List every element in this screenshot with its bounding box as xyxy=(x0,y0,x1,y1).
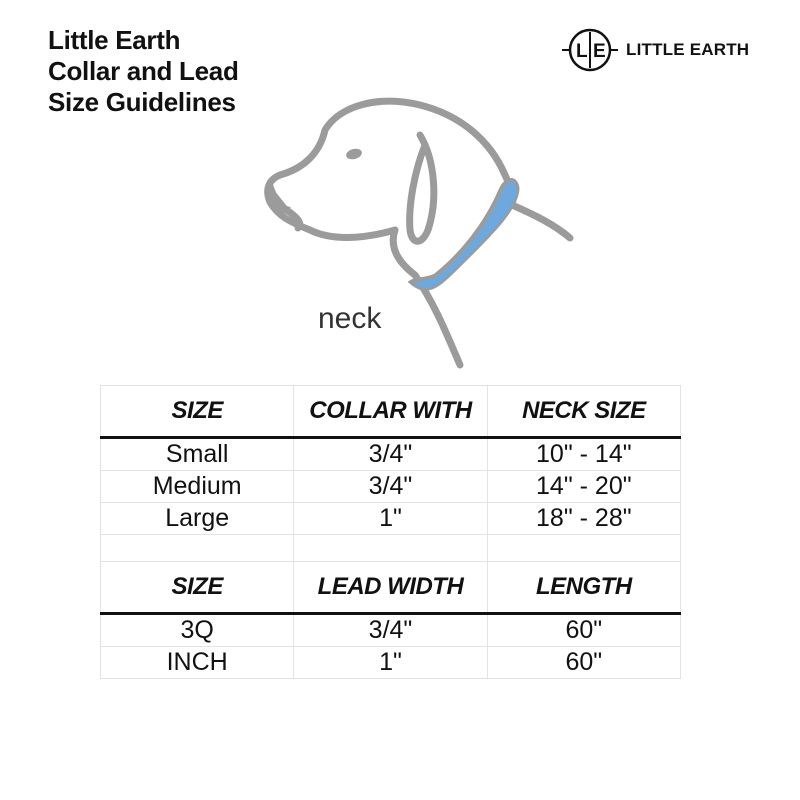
table-row: Small 3/4" 10" - 14" xyxy=(99,437,682,471)
spacer-row xyxy=(99,534,682,562)
dog-illustration xyxy=(264,97,574,369)
table-row: Medium 3/4" 14" - 20" xyxy=(99,470,682,503)
table-cell: 14" - 20" xyxy=(486,470,682,503)
table-cell: 18" - 28" xyxy=(486,502,682,535)
page-title: Little Earth Collar and Lead Size Guidel… xyxy=(48,25,239,118)
table-cell: Medium xyxy=(99,470,295,503)
collar-highlight xyxy=(407,178,520,291)
table-cell: 3/4" xyxy=(293,613,488,647)
table-cell: 10" - 14" xyxy=(486,437,682,471)
size-table: SIZE COLLAR WITH NECK SIZE Small 3/4" 10… xyxy=(99,385,682,679)
table-cell: 3Q xyxy=(99,613,295,647)
table-row: Large 1" 18" - 28" xyxy=(99,502,682,535)
neck-label: neck xyxy=(318,302,382,335)
title-line: Collar and Lead xyxy=(48,56,239,86)
logo-monogram-icon: L E xyxy=(562,28,618,72)
column-header: SIZE xyxy=(99,385,295,439)
table-row: 3Q 3/4" 60" xyxy=(99,613,682,647)
table-cell: 60" xyxy=(486,646,682,679)
svg-text:E: E xyxy=(593,41,606,62)
table-cell: 3/4" xyxy=(293,470,488,503)
table-cell xyxy=(99,534,295,562)
table-cell xyxy=(486,534,682,562)
table-cell: INCH xyxy=(99,646,295,679)
column-header: COLLAR WITH xyxy=(293,385,488,439)
svg-text:L: L xyxy=(576,41,588,62)
table-cell: 3/4" xyxy=(293,437,488,471)
column-header: LEAD WIDTH xyxy=(293,561,488,615)
table-row: INCH 1" 60" xyxy=(99,646,682,679)
column-header: LENGTH xyxy=(486,561,682,615)
table-cell: Small xyxy=(99,437,295,471)
table-cell: 60" xyxy=(486,613,682,647)
brand-logo: L E LITTLE EARTH xyxy=(562,26,749,74)
table-cell: 1" xyxy=(293,502,488,535)
table-cell: Large xyxy=(99,502,295,535)
table-cell xyxy=(293,534,488,562)
table-cell: 1" xyxy=(293,646,488,679)
column-header: SIZE xyxy=(99,561,295,615)
logo-text: LITTLE EARTH xyxy=(626,40,750,59)
title-line: Little Earth xyxy=(48,25,181,55)
column-header: NECK SIZE xyxy=(486,385,682,439)
title-line: Size Guidelines xyxy=(48,87,236,117)
collar-header-row: SIZE COLLAR WITH NECK SIZE xyxy=(99,385,682,439)
lead-header-row: SIZE LEAD WIDTH LENGTH xyxy=(99,561,682,615)
